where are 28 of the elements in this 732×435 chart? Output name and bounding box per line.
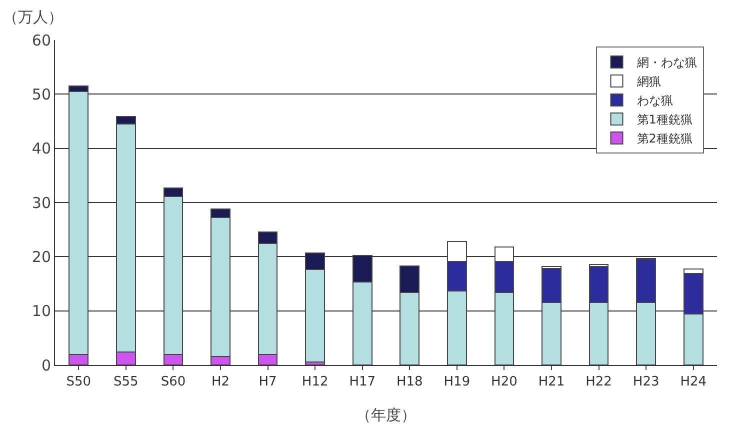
- y-tick-label: 0: [41, 356, 51, 374]
- x-axis-title: （年度）: [356, 406, 416, 424]
- x-tick-label: H22: [586, 374, 612, 390]
- x-tick-label: H24: [680, 374, 707, 390]
- x-tick-label: H23: [632, 374, 660, 390]
- y-tick-label: 60: [32, 31, 51, 50]
- x-tick-label: H19: [444, 374, 470, 390]
- x-tick-label: H18: [396, 374, 423, 390]
- x-tick-label: H20: [491, 374, 518, 390]
- x-tick-label: H21: [538, 374, 565, 390]
- legend-label: 第2種銃猟: [636, 132, 692, 146]
- x-tick-label: S55: [114, 374, 138, 390]
- y-tick-label: 30: [32, 194, 51, 212]
- y-tick-label: 10: [32, 302, 51, 320]
- y-axis-title: （万人）: [3, 8, 63, 26]
- x-tick-label: H7: [258, 374, 277, 390]
- x-tick-label: H2: [211, 374, 230, 390]
- x-tick-label: H17: [349, 374, 376, 390]
- legend-label: わな猟: [636, 94, 673, 108]
- x-tick-label: H12: [302, 374, 328, 390]
- x-tick-label: S50: [66, 374, 92, 390]
- x-tick-label: S60: [160, 374, 186, 390]
- y-tick-label: 50: [32, 85, 51, 104]
- y-tick-label: 20: [32, 248, 51, 266]
- legend-label: 網・わな猟: [636, 56, 697, 70]
- y-tick-label: 40: [32, 140, 51, 158]
- legend-label: 第1種銃猟: [636, 112, 692, 127]
- legend-label: 網猟: [636, 74, 661, 89]
